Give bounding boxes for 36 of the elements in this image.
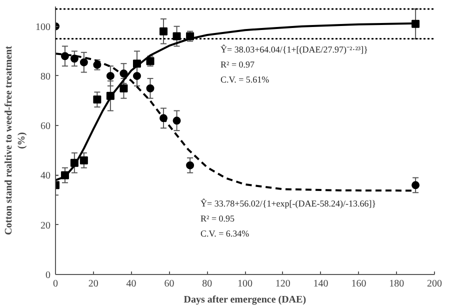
y-tick-label: 20 [40, 220, 50, 232]
y-tick-label: 0 [46, 270, 50, 281]
point [132, 72, 141, 80]
x-tick-label: 80 [202, 278, 212, 290]
x-tick-label: 20 [88, 278, 98, 290]
point [146, 84, 154, 92]
point [172, 116, 181, 125]
point [172, 32, 181, 40]
point [186, 161, 194, 170]
x-tick-label: 120 [275, 278, 290, 290]
point [160, 27, 168, 36]
annotation: C.V. = 6.34% [200, 228, 250, 238]
y-tick-label: 80 [40, 71, 50, 82]
y-axis-title: Cotton stand realtive to weed-free treatment (%) [3, 45, 28, 236]
point [80, 58, 88, 66]
x-tick-label: 160 [351, 278, 366, 290]
annotation: Ŷ= 33.78+56.02/{1+exp[-(DAE-58.24)/-13.66]} [200, 198, 376, 208]
x-tick-label: 40 [126, 278, 136, 290]
x-tick-label: 60 [164, 278, 174, 290]
annotation: R² = 0.95 [200, 214, 236, 224]
x-tick-label: 200 [427, 278, 442, 290]
annotation: R² = 0.97 [220, 60, 256, 70]
x-tick-label: 0 [53, 278, 58, 290]
x-tick-label: 100 [238, 278, 252, 290]
y-tick-label: 100 [36, 22, 50, 33]
x-tick-label: 140 [313, 278, 328, 290]
annotation: C.V. = 5.61% [220, 74, 270, 84]
x-tick-label: 180 [389, 278, 404, 290]
point [412, 181, 420, 190]
point [70, 54, 78, 63]
y-tick-label: 60 [40, 121, 50, 132]
point [93, 96, 102, 104]
point [80, 156, 88, 164]
y-tick-label: 40 [40, 170, 50, 182]
annotation: Ŷ= 38.03+64.04/{1+[(DAE/27.97)⁻²·²³]} [220, 44, 368, 54]
x-axis-title: Days after emergence (DAE) [184, 294, 306, 306]
